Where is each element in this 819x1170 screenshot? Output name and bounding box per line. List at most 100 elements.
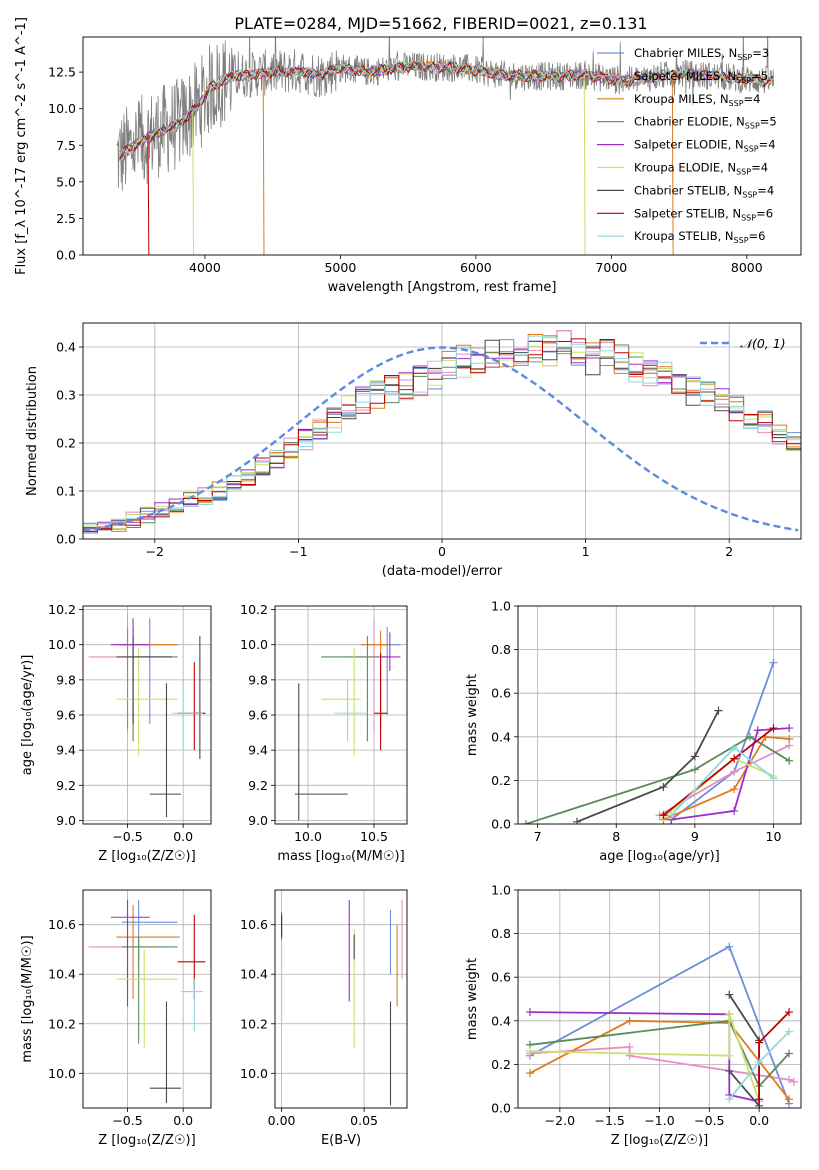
y-tick-label: 10.6 [240,917,268,932]
legend-label: Salpeter ELODIE, NSSP=4 [634,138,776,154]
histogram-step-line [83,334,801,532]
y-tick-label: 10.2 [48,1016,76,1031]
legend-label: Kroupa ELODIE, NSSP=4 [634,161,768,177]
mass-vs-metallicity-panel: −0.5 0.0 10.0 10.2 10.4 10.6 Z [log₁₀(Z/Z☉)] ma… [20,889,212,1148]
legend-label-sub: SSP [742,190,757,199]
y-tick-label: 10.0 [48,1066,76,1081]
y-tick-label: 0.2 [56,436,76,451]
x-tick-label: 10 [766,829,782,844]
y-tick-label: 1.0 [491,883,511,898]
legend-label-main: Chabrier ELODIE, N [634,115,745,129]
y-tick-label: 12.5 [48,65,76,80]
plot-area [88,899,206,1104]
x-tick-label: 10.5 [360,829,388,844]
axes-frame [82,605,212,825]
plot-area [83,330,801,534]
data-point-marker [690,752,699,761]
data-point-marker [753,726,762,735]
axes-frame [82,322,802,540]
legend-label: 𝒩(0, 1) [740,336,786,351]
model-dropout-line [262,73,265,255]
plot-area [525,942,799,1108]
histogram-step-line [83,340,801,528]
legend-label-sub: SSP [736,76,751,85]
legend-label-suffix: =6 [756,206,773,220]
x-tick-label: 7 [534,829,542,844]
legend-label: Chabrier STELIB, NSSP=4 [634,183,774,199]
data-point-marker [769,658,778,667]
x-tick-label: 8 [612,829,620,844]
y-tick-label: 0.4 [491,729,511,744]
y-tick-label: 0.0 [56,532,76,547]
mass-weight-series-line [663,735,790,821]
x-tick-label: 4000 [189,260,221,275]
legend-label: Kroupa MILES, NSSP=4 [634,92,760,108]
y-axis-label: Normed distribution [25,366,40,496]
legend-label-main: Kroupa STELIB, N [634,229,734,243]
plot-area [521,658,794,824]
data-point-marker [725,1066,734,1075]
legend-label-suffix: =4 [744,92,761,106]
data-point-marker [755,1058,764,1067]
y-tick-label: 0.0 [491,1101,511,1116]
y-tick-label: 10.2 [240,1016,268,1031]
data-point-marker [785,1075,794,1084]
data-point-marker [755,1038,764,1047]
model-dropout-line [192,110,195,255]
axes-frame [82,889,212,1109]
residual-histogram-panel: −2 −1 0 1 2 0.0 0.1 0.2 0.3 0.4 (data-model)/error… [25,322,802,579]
data-point-marker [769,724,778,733]
x-axis-label: Z [log₁₀(Z/Z☉)] [611,1133,708,1148]
legend-label: Kroupa STELIB, NSSP=6 [634,229,765,245]
figure-title: PLATE=0284, MJD=51662, FIBERID=0021, z=0… [234,14,647,33]
mass-weight-vs-metallicity-panel: −2.0 −1.5 −1.0 −0.5 0.0 0.0 0.2 0.4 0.6 0.8 1.0 Z [… [465,883,802,1148]
y-tick-label: 9.4 [248,743,268,758]
mass-weight-series-line [576,710,720,823]
mass-vs-extinction-panel: 0.00 0.05 10.0 10.2 10.4 10.6 E(B-V) [240,889,408,1148]
y-tick-label: 9.6 [56,708,76,723]
y-tick-label: 5.0 [56,174,76,189]
x-tick-label: −1 [289,544,307,559]
y-tick-label: 9.0 [56,813,76,828]
legend-label-sub: SSP [744,145,759,154]
legend-label-main: Chabrier STELIB, N [634,183,742,197]
x-tick-label: 0 [438,544,446,559]
data-point-marker [667,811,676,820]
data-point-marker [725,1010,734,1019]
histogram-step-line [83,335,801,524]
mass-weight-series-line [758,1011,790,1100]
y-tick-label: 9.8 [56,672,76,687]
legend-label-suffix: =4 [751,161,768,175]
legend-label: Salpeter MILES, NSSP=5 [634,69,768,85]
x-tick-label: −2 [146,544,164,559]
x-tick-label: −1.0 [644,1113,674,1128]
y-tick-label: 9.0 [248,813,268,828]
y-tick-label: 10.0 [48,637,76,652]
y-tick-label: 0.0 [491,817,511,832]
legend-label-suffix: =6 [749,229,766,243]
data-point-marker [625,1042,634,1051]
mass-weight-vs-age-panel: 7 8 9 10 0.0 0.2 0.4 0.6 0.8 1.0 age [log₁₀(age/yr… [465,599,802,864]
x-tick-label: 5000 [324,260,356,275]
legend-label-main: Chabrier MILES, N [634,46,737,60]
histogram-step-line [83,330,801,534]
x-tick-label: 9 [691,829,699,844]
axes-frame [274,889,408,1109]
data-point-marker [730,806,739,815]
legend-label: Chabrier MILES, NSSP=3 [634,46,769,62]
x-tick-label: 0.00 [268,1113,296,1128]
y-tick-label: 0.2 [491,1057,511,1072]
y-tick-label: 0.4 [491,1013,511,1028]
plot-area [294,618,401,821]
data-point-marker [755,1095,764,1104]
model-spectrum-line [119,59,774,157]
y-tick-label: 0.8 [491,926,511,941]
y-tick-label: 1.0 [491,599,511,614]
legend-label-suffix: =3 [752,46,769,60]
axes-frame [274,605,408,825]
y-tick-label: 10.2 [240,602,268,617]
legend-label-suffix: =5 [751,69,768,83]
histogram-step-line [83,335,801,531]
legend-label-suffix: =4 [757,183,774,197]
